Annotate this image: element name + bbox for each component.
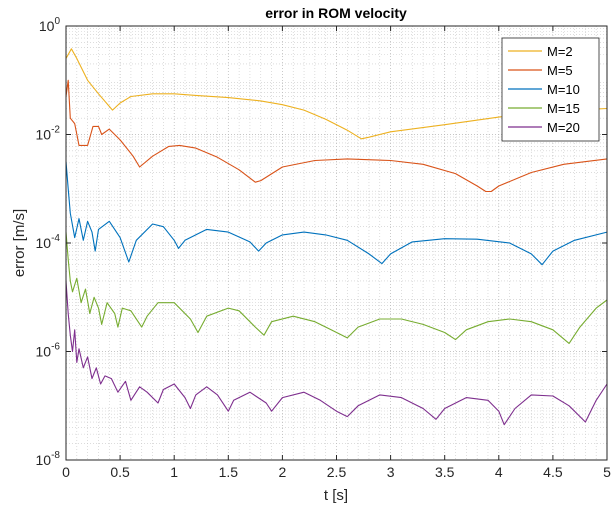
x-tick-label: 2.5: [327, 464, 347, 480]
y-tick-label: 10-2: [36, 125, 61, 143]
x-tick-label: 2: [279, 464, 287, 480]
x-tick-label: 1: [170, 464, 178, 480]
y-tick-label: 100: [39, 16, 61, 34]
series-line-m2: [65, 48, 608, 140]
x-tick-label: 5: [603, 464, 611, 480]
y-tick-labels: 10-8 10-6 10-4 10-2 100: [36, 16, 61, 468]
legend-label: M=15: [547, 101, 580, 116]
x-tick-labels: 0 0.5 1 1.5 2 2.5 3 3.5 4 4.5 5: [62, 464, 611, 480]
series-line-m20: [65, 280, 608, 426]
ticks-layer: [65, 25, 608, 461]
series-line-m10: [65, 161, 608, 266]
series-line-m15: [65, 232, 608, 344]
legend-label: M=10: [547, 82, 580, 97]
x-tick-label: 3.5: [435, 464, 455, 480]
y-tick-label: 10-4: [36, 233, 61, 251]
series-line-m5: [65, 79, 608, 193]
major-grid: [66, 26, 607, 460]
legend: M=2 M=5 M=10 M=15 M=20: [501, 37, 600, 142]
x-tick-label: 0.5: [110, 464, 130, 480]
x-tick-label: 4.5: [543, 464, 563, 480]
x-axis-label: t [s]: [324, 487, 348, 504]
y-axis-label: error [m/s]: [11, 209, 28, 277]
x-tick-label: 1.5: [219, 464, 239, 480]
x-tick-label: 3: [387, 464, 395, 480]
chart-title: error in ROM velocity: [265, 5, 407, 21]
y-tick-label: 10-8: [36, 450, 61, 468]
y-tick-label: 10-6: [36, 342, 61, 360]
legend-label: M=5: [547, 63, 573, 78]
x-tick-label: 4: [495, 464, 503, 480]
legend-label: M=2: [547, 44, 573, 59]
legend-label: M=20: [547, 120, 580, 135]
series-layer: [65, 48, 608, 426]
x-tick-label: 0: [62, 464, 70, 480]
